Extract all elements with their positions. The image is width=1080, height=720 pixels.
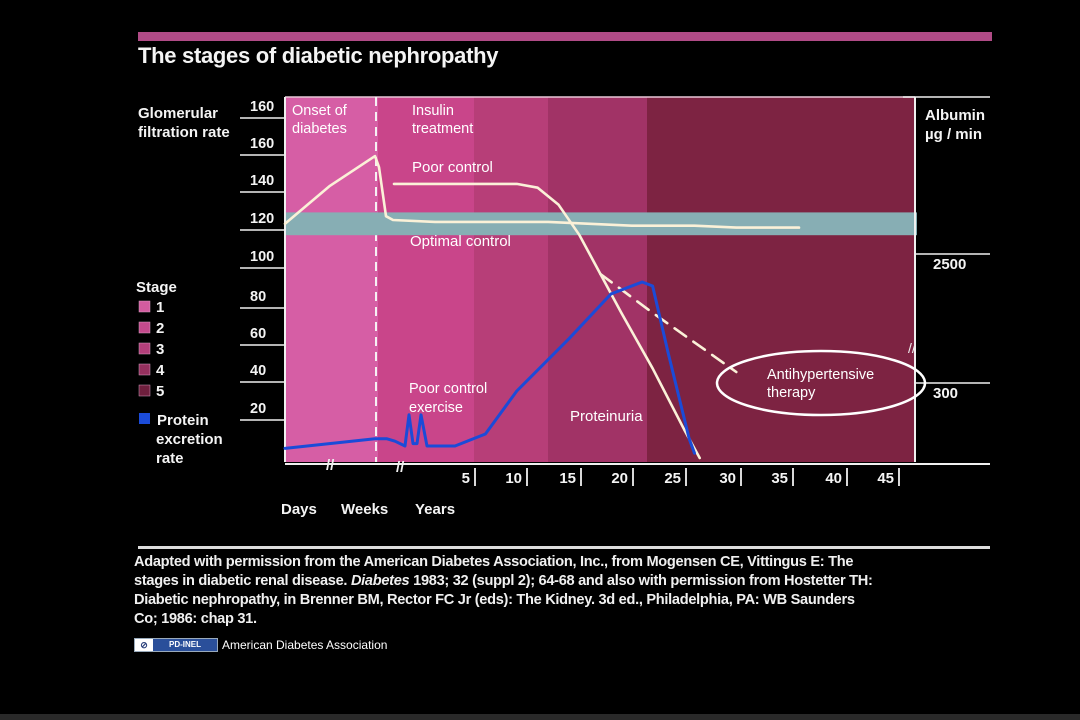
protein-legend-swatch xyxy=(139,413,150,424)
stage-legend-swatch xyxy=(138,321,151,334)
left-tick-label: 80 xyxy=(250,289,266,305)
left-tick-label: 120 xyxy=(250,211,274,227)
x-segment-label: Weeks xyxy=(341,501,388,518)
right-axis-label: µg / min xyxy=(925,126,982,143)
protein-legend-label: excretion xyxy=(156,431,223,448)
antihypertensive-ellipse xyxy=(715,349,927,417)
license-holder: American Diabetes Association xyxy=(222,637,388,652)
annotation-exercise: exercise xyxy=(409,400,463,416)
stage-band-4 xyxy=(548,97,647,462)
right-tick-label: 300 xyxy=(933,385,958,402)
x-tick-label: 25 xyxy=(664,470,681,487)
stage-legend-swatch xyxy=(138,384,151,397)
stage-band-5 xyxy=(647,97,915,462)
x-tick-label: 40 xyxy=(825,470,842,487)
x-segment-label: Years xyxy=(415,501,455,518)
x-tick-label: 10 xyxy=(505,470,522,487)
left-tick-label: 160 xyxy=(250,99,274,115)
axes: 16016014012010080604020Glomerularfiltrat… xyxy=(138,96,990,518)
stage-legend-label: 2 xyxy=(156,320,164,337)
stage-legend-label: 4 xyxy=(156,362,165,379)
optimal-control-label: Optimal control xyxy=(410,233,511,250)
x-tick-label: 45 xyxy=(877,470,894,487)
left-tick-label: 20 xyxy=(250,401,266,417)
left-tick-label: 100 xyxy=(250,249,274,265)
title-accent-bar xyxy=(138,32,992,41)
protein-legend-label: Protein xyxy=(157,412,209,429)
annotation-therapy: therapy xyxy=(767,385,816,401)
stage-legend-swatch xyxy=(138,342,151,355)
left-axis-label: filtration rate xyxy=(138,124,230,141)
citation-line-2a: stages in diabetic renal disease. xyxy=(134,573,348,589)
x-tick-label: 30 xyxy=(719,470,736,487)
period-label: diabetes xyxy=(292,121,347,137)
annotation-poor-control-2: Poor control xyxy=(409,381,487,397)
chart-title: The stages of diabetic nephropathy xyxy=(138,43,499,68)
stage-band-2 xyxy=(378,97,474,462)
stage-legend-label: 1 xyxy=(156,299,164,316)
x-tick-label: 20 xyxy=(611,470,628,487)
left-tick-label: 60 xyxy=(250,326,266,342)
stage-legend-swatch xyxy=(138,300,151,313)
citation-text: Adapted with permission from the America… xyxy=(134,553,984,629)
citation-journal: Diabetes xyxy=(350,573,410,589)
left-axis-label: Glomerular xyxy=(138,105,218,122)
annotation-antihypertensive: Antihypertensive xyxy=(767,367,874,383)
x-tick-label: 35 xyxy=(771,470,788,487)
series-line-1 xyxy=(283,154,801,229)
x-segment-label: Days xyxy=(281,501,317,518)
license-row: ⊘ PD-INEL American Diabetes Association xyxy=(134,637,388,652)
period-label: Onset of xyxy=(292,103,348,119)
left-tick-label: 140 xyxy=(250,173,274,189)
stage-legend-title: Stage xyxy=(136,279,177,296)
citation-line-1: Adapted with permission from the America… xyxy=(134,554,854,570)
period-label: treatment xyxy=(412,121,473,137)
series-line-2 xyxy=(392,182,701,460)
right-tick-label: 2500 xyxy=(933,256,966,273)
stage-legend-swatch xyxy=(138,363,151,376)
series-group xyxy=(283,154,801,460)
citation-line-3: Diabetic nephropathy, in Brenner BM, Rec… xyxy=(134,592,855,608)
bottom-strip xyxy=(0,714,1080,720)
protein-legend-label: rate xyxy=(156,450,184,467)
annotation-poor-control: Poor control xyxy=(412,159,493,176)
period-label: Insulin xyxy=(412,103,454,119)
x-axis-break: // xyxy=(396,459,405,476)
stage-legend-label: 5 xyxy=(156,383,164,400)
series-line-4 xyxy=(283,280,696,455)
annotation-proteinuria: Proteinuria xyxy=(570,408,643,425)
stage-legend-label: 3 xyxy=(156,341,164,358)
left-tick-label: 40 xyxy=(250,363,266,379)
x-tick-label: 15 xyxy=(559,470,576,487)
citation-line-2b: 1983; 32 (suppl 2); 64-68 and also with … xyxy=(413,573,873,589)
left-tick-label: 160 xyxy=(250,136,274,152)
series-line-3 xyxy=(599,272,738,374)
stage-band-3 xyxy=(474,97,548,462)
right-axis-break: // xyxy=(908,340,916,356)
license-badge[interactable]: ⊘ PD-INEL xyxy=(134,637,218,652)
license-badge-label: PD-INEL xyxy=(153,638,217,651)
citation-line-4: Co; 1986: chap 31. xyxy=(134,611,257,627)
chart-labels: Optimal control Onset of diabetes Insulin tr… xyxy=(136,103,927,467)
x-tick-label: 5 xyxy=(462,470,470,487)
public-domain-icon: ⊘ xyxy=(135,638,153,651)
citation-divider xyxy=(138,546,990,549)
stage-band-1 xyxy=(285,97,378,462)
x-axis-break: // xyxy=(326,457,335,474)
right-axis-label: Albumin xyxy=(925,107,985,124)
